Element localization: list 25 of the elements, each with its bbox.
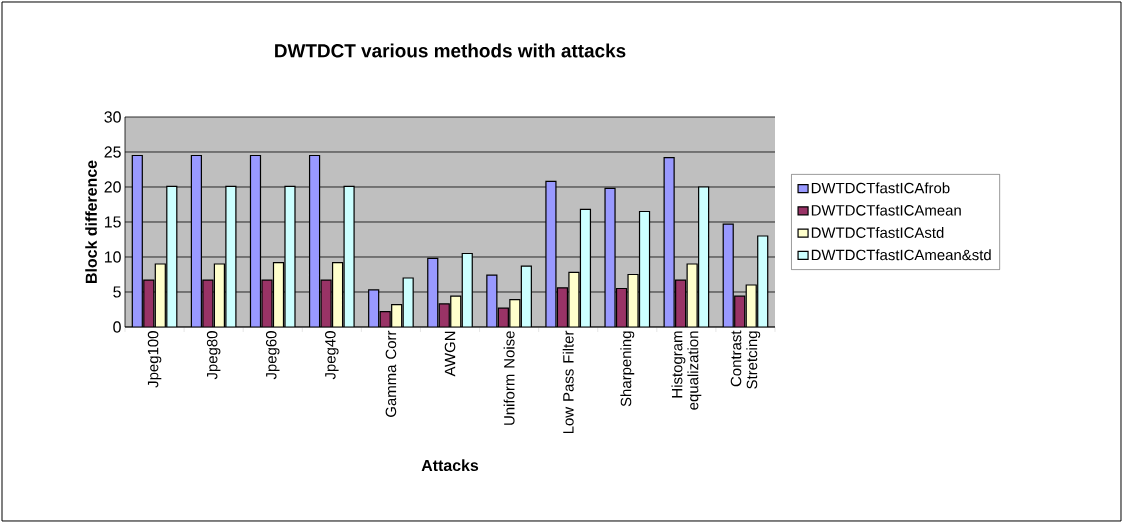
y-tick-label: 15 (104, 216, 121, 228)
x-tick-label: Jpeg100 (147, 331, 162, 388)
y-axis-title: Block difference (85, 160, 97, 283)
y-tick-label: 0 (113, 321, 121, 333)
x-tick-label: Jpeg40 (325, 331, 339, 380)
x-axis-title: Attacks (421, 459, 479, 472)
y-tick-label: 5 (113, 286, 121, 298)
x-tick-label: Low Pass Filter (562, 330, 574, 434)
y-tick-label: 25 (104, 146, 121, 158)
legend-label: DWTDCTfastICAmean&std (811, 249, 991, 261)
chart-title: DWTDCT various methods with attacks (275, 43, 626, 58)
x-tick-label: Histogram equalization (671, 331, 702, 410)
x-tick-label: Gamma Corr (385, 330, 397, 417)
y-tick-label: 30 (104, 111, 121, 123)
y-tick-label: 10 (104, 251, 121, 263)
x-tick-label: Jpeg60 (265, 331, 280, 380)
x-tick-label: Contrast Stretcing (730, 330, 761, 389)
x-tick-label: Jpeg80 (206, 331, 221, 380)
y-tick-label: 20 (104, 181, 121, 193)
x-tick-label: Uniform Noise (503, 331, 515, 425)
legend-label: DWTDCTfastICAmean (811, 204, 961, 216)
x-tick-label: Sharpening (620, 331, 635, 407)
legend-label: DWTDCTfastICAfrob (811, 182, 950, 194)
legend-label: DWTDCTfastICAstd (811, 226, 944, 238)
x-tick-label: AWGN (444, 331, 456, 377)
